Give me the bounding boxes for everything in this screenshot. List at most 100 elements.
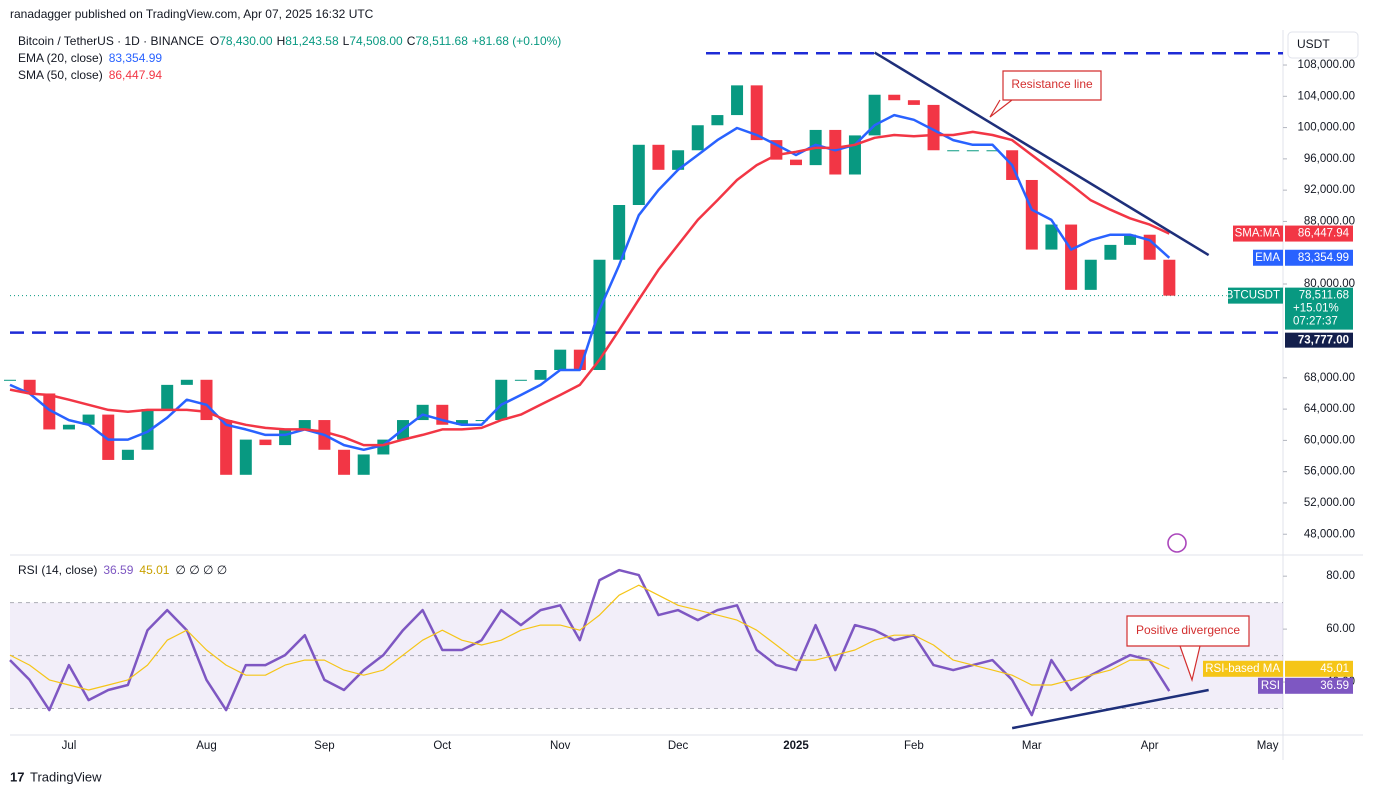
publisher: ranadagger published on TradingView.com,… <box>10 7 374 21</box>
candle-body <box>475 420 488 422</box>
candle-body <box>593 259 606 371</box>
axis-tag-label: EMA <box>1255 252 1280 264</box>
axis-tag <box>1228 287 1283 304</box>
axis-tag-label: RSI-based MA <box>1205 663 1280 675</box>
candle-body <box>180 379 193 385</box>
candle-body <box>338 449 351 475</box>
y-tick-label: 108,000.00 <box>1297 59 1355 71</box>
event-icon[interactable] <box>1167 533 1187 553</box>
rsi-line <box>9 584 1170 691</box>
legend: EMA (20, close) 83,354.99 <box>18 51 162 65</box>
candle-body <box>790 159 802 166</box>
candle-body <box>1104 244 1117 260</box>
candle-body <box>672 150 685 170</box>
candle-body <box>141 409 154 450</box>
y-tick-label: 60.00 <box>1326 623 1355 635</box>
axis-value-label: 36.59 <box>1320 680 1349 692</box>
y-tick-label: 100,000.00 <box>1297 122 1355 134</box>
brand: TradingView <box>30 769 102 784</box>
axis-value-label: 83,354.99 <box>1298 252 1349 264</box>
trendline <box>873 51 1210 257</box>
x-tick-label: Aug <box>196 740 216 752</box>
candle-body <box>259 439 272 446</box>
legend: Bitcoin / TetherUS · 1D · BINANCE O78,430… <box>18 34 561 48</box>
price-change: +15.01% <box>1293 303 1339 315</box>
candle-body <box>161 384 174 410</box>
candle-body <box>1124 234 1137 245</box>
legend-part: H <box>277 34 286 48</box>
axis-tag <box>1203 660 1283 677</box>
candle-body <box>23 379 36 394</box>
indicator-line <box>9 113 1171 452</box>
axis-value-label: 45.01 <box>1320 663 1349 675</box>
legend-part: 78,511.68 <box>415 34 468 48</box>
candle-body <box>711 115 724 126</box>
legend-part: L <box>343 34 350 48</box>
candle-body <box>534 370 547 380</box>
level-tag <box>1285 332 1353 348</box>
candle-body <box>986 150 999 152</box>
candle-body <box>1065 224 1078 290</box>
x-tick-label: Feb <box>904 740 924 752</box>
axis-value-label: 86,447.94 <box>1298 228 1350 240</box>
candle-body <box>750 85 763 141</box>
y-tick-label: 88,000.00 <box>1304 215 1355 227</box>
legend-part: 81,243.58 <box>285 34 339 48</box>
candle-body <box>1143 234 1156 260</box>
x-tick-label: Apr <box>1141 740 1159 752</box>
axis-value-tag <box>1285 225 1353 242</box>
x-tick-label: Mar <box>1022 740 1042 752</box>
axis-tag <box>1233 225 1283 242</box>
candle-body <box>43 393 56 430</box>
y-tick-label: 68,000.00 <box>1304 372 1355 384</box>
axis-tag <box>1258 677 1283 694</box>
candle-body <box>455 420 468 425</box>
price-label: 78,511.68 <box>1299 290 1349 302</box>
candle-body <box>220 420 233 475</box>
candle-body <box>868 94 881 136</box>
price-tag <box>1285 287 1353 330</box>
x-tick-label: Oct <box>433 740 452 752</box>
candle-body <box>691 125 704 151</box>
legend-part: 83,354.99 <box>109 51 163 65</box>
x-tick-label: May <box>1257 740 1279 752</box>
candle-body <box>298 420 311 430</box>
rsi-line <box>9 568 1171 717</box>
x-tick-label: 2025 <box>783 740 809 752</box>
y-tick-label: 60,000.00 <box>1304 434 1355 446</box>
candle-body <box>1084 259 1097 290</box>
candle-body <box>907 100 920 105</box>
legend: SMA (50, close) 86,447.94 <box>18 68 162 82</box>
candle-body <box>357 454 370 475</box>
y-tick-label: 48,000.00 <box>1304 528 1355 540</box>
candle-body <box>652 144 665 170</box>
candle-body <box>1045 224 1058 250</box>
legend-part: RSI (14, close) <box>18 563 97 577</box>
axis-value-tag <box>1285 660 1353 677</box>
legend-part: Bitcoin / TetherUS · 1D · BINANCE <box>18 34 204 48</box>
x-tick-label: Nov <box>550 740 571 752</box>
candle-body <box>495 379 508 421</box>
indicator-line <box>9 130 1170 447</box>
x-tick-label: Dec <box>668 740 689 752</box>
x-tick-label: Jul <box>62 740 77 752</box>
y-tick-label: 104,000.00 <box>1297 90 1355 102</box>
legend-part: EMA (20, close) <box>18 51 103 65</box>
legend-part: SMA (50, close) <box>18 68 103 82</box>
candle-body <box>966 150 979 152</box>
candle-body <box>573 349 586 371</box>
candle-body <box>613 205 626 260</box>
candle-body <box>927 104 940 151</box>
callout-box <box>989 70 1102 118</box>
currency-button[interactable] <box>1287 31 1359 59</box>
y-tick-label: 64,000.00 <box>1304 403 1355 415</box>
candle-body <box>1025 179 1038 250</box>
x-tick-label: Sep <box>314 740 334 752</box>
candle-body <box>121 449 134 460</box>
candle-body <box>888 94 901 101</box>
y-tick-label: 52,000.00 <box>1304 497 1355 509</box>
candle-body <box>200 379 213 421</box>
y-tick-label: 96,000.00 <box>1304 153 1355 165</box>
